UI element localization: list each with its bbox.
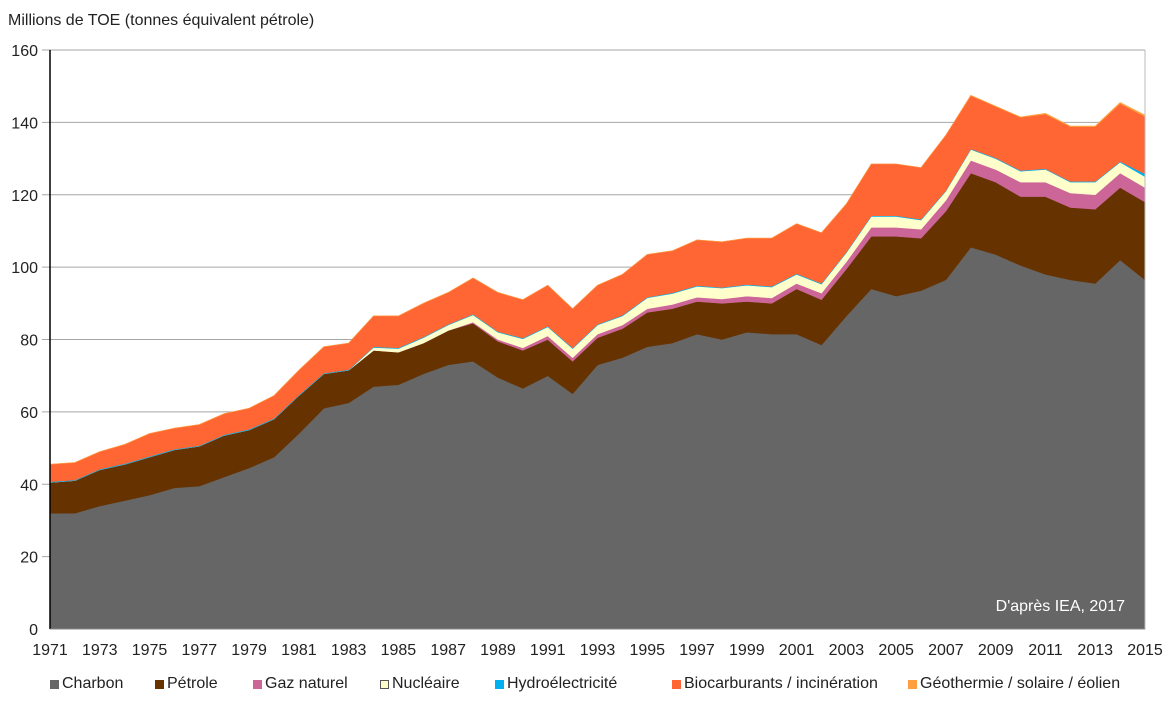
x-tick-label: 1981 (281, 642, 317, 659)
y-tick-label: 40 (20, 477, 38, 494)
legend-item: Biocarburants / incinération (672, 675, 878, 693)
y-tick-label: 80 (20, 333, 38, 350)
x-tick-label: 2011 (1028, 642, 1063, 659)
y-tick-label: 60 (20, 405, 38, 422)
x-tick-label: 1993 (580, 642, 616, 659)
y-axis-label: Millions de TOE (tonnes équivalent pétro… (8, 12, 315, 29)
y-tick-label: 100 (11, 260, 38, 277)
x-tick-label: 2007 (928, 642, 964, 659)
legend-label: Pétrole (167, 675, 218, 692)
legend-item: Géothermie / solaire / éolien (908, 675, 1120, 693)
y-tick-label: 0 (29, 622, 38, 639)
legend-swatch (50, 679, 59, 689)
legend-label: Géothermie / solaire / éolien (920, 675, 1121, 692)
legend-swatch (495, 679, 504, 689)
x-tick-label: 1997 (679, 642, 715, 659)
x-tick-label: 1971 (32, 642, 68, 659)
x-tick-label: 1983 (331, 642, 367, 659)
x-tick-label: 1999 (729, 642, 765, 659)
x-tick-label: 1991 (530, 642, 566, 659)
source-annotation: D'après IEA, 2017 (996, 598, 1125, 615)
y-tick-label: 140 (11, 115, 38, 132)
x-tick-label: 1989 (480, 642, 516, 659)
legend-swatch (253, 679, 262, 689)
legend-swatch (672, 679, 681, 689)
legend-label: Nucléaire (392, 675, 460, 692)
x-tick-label: 1987 (430, 642, 466, 659)
x-tick-label: 2001 (779, 642, 815, 659)
y-tick-label: 160 (11, 43, 38, 60)
x-tick-label: 2015 (1127, 642, 1163, 659)
legend-item: Hydroélectricité (495, 675, 617, 693)
legend-swatch (155, 679, 164, 689)
x-tick-label: 2005 (878, 642, 914, 659)
legend-label: Charbon (62, 675, 124, 692)
legend-label: Gaz naturel (265, 675, 348, 692)
legend-swatch (908, 679, 917, 689)
legend: Charbon Pétrole Gaz naturel Nucléaire Hydroé… (0, 675, 1172, 699)
x-tick-label: 2009 (978, 642, 1014, 659)
legend-swatch (380, 679, 389, 689)
legend-item: Charbon (50, 675, 123, 693)
x-tick-label: 1985 (381, 642, 417, 659)
x-tick-label: 1975 (132, 642, 168, 659)
x-tick-label: 2003 (829, 642, 865, 659)
x-tick-label: 1979 (231, 642, 267, 659)
legend-item: Nucléaire (380, 675, 460, 693)
x-tick-label: 1973 (82, 642, 118, 659)
y-tick-label: 20 (20, 550, 38, 567)
legend-item: Gaz naturel (253, 675, 348, 693)
legend-item: Pétrole (155, 675, 218, 693)
y-tick-label: 120 (11, 188, 38, 205)
x-tick-label: 1977 (182, 642, 218, 659)
x-tick-label: 2013 (1077, 642, 1113, 659)
legend-label: Biocarburants / incinération (684, 675, 878, 692)
legend-label: Hydroélectricité (507, 675, 618, 692)
x-tick-label: 1995 (629, 642, 665, 659)
